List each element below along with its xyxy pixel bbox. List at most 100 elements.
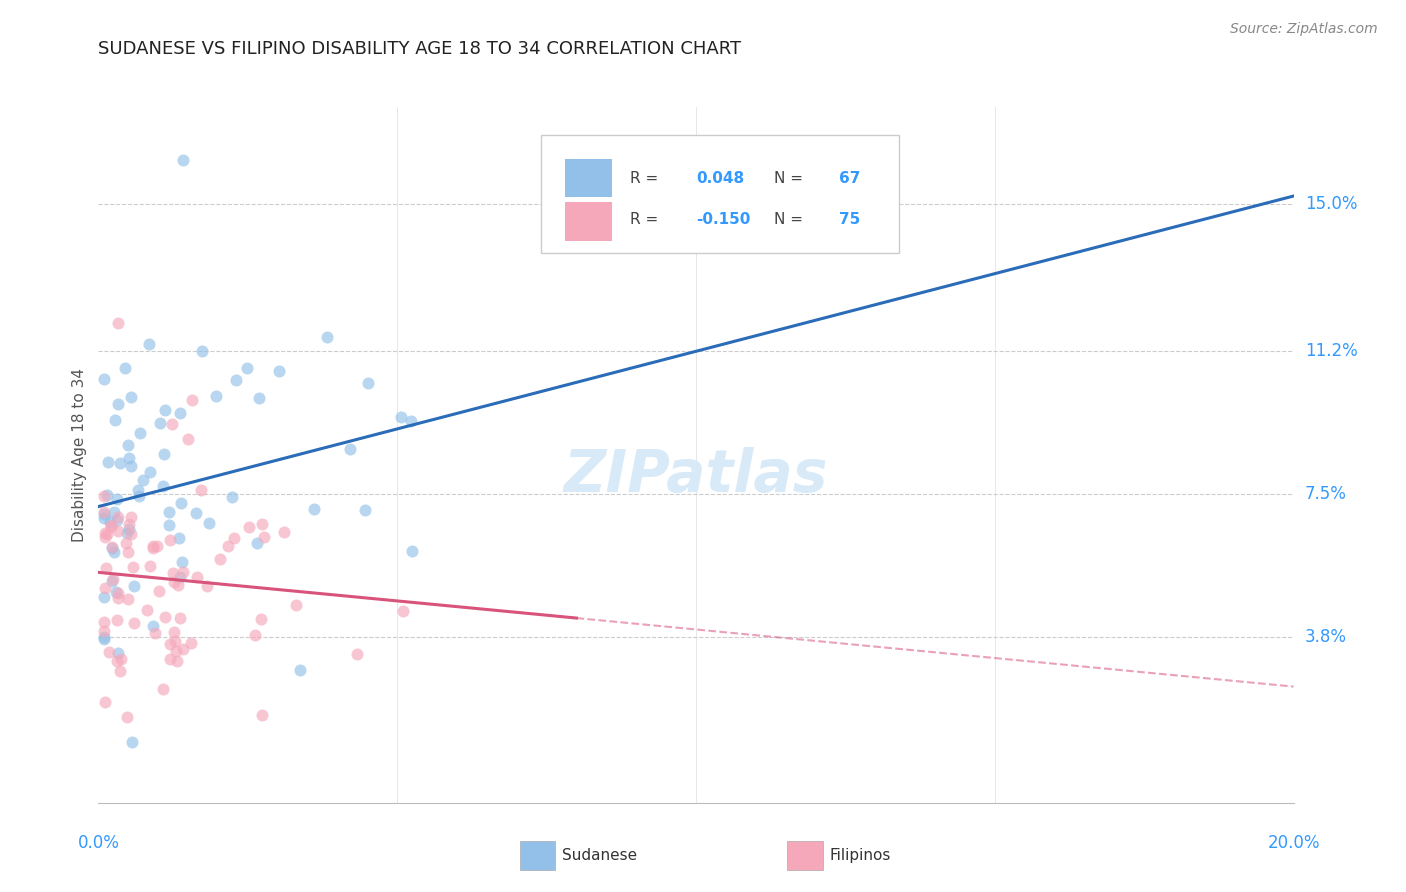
- Point: [186, 570, 208, 584]
- Point: [205, 389, 228, 403]
- Point: [169, 570, 191, 584]
- Point: [107, 591, 129, 605]
- Point: [131, 473, 153, 487]
- Point: [93, 506, 115, 520]
- Point: [250, 516, 273, 531]
- Point: [122, 579, 145, 593]
- Point: [195, 579, 218, 593]
- Point: [114, 361, 136, 376]
- Point: [117, 437, 139, 451]
- Point: [267, 363, 290, 377]
- Point: [159, 533, 181, 547]
- Point: [357, 376, 380, 390]
- Point: [157, 505, 180, 519]
- Point: [290, 663, 312, 677]
- Point: [401, 414, 423, 428]
- Point: [253, 530, 276, 544]
- Point: [93, 590, 115, 604]
- Point: [93, 372, 115, 386]
- Point: [94, 581, 117, 595]
- Point: [285, 599, 308, 613]
- Point: [190, 344, 212, 359]
- Point: [167, 578, 190, 592]
- Text: 15.0%: 15.0%: [1305, 194, 1357, 212]
- Point: [107, 317, 129, 331]
- Y-axis label: Disability Age 18 to 34: Disability Age 18 to 34: [72, 368, 87, 542]
- Point: [118, 517, 141, 532]
- Point: [122, 616, 145, 631]
- Point: [166, 654, 188, 668]
- Text: 20.0%: 20.0%: [1267, 834, 1320, 852]
- Point: [93, 511, 115, 525]
- Point: [94, 530, 117, 544]
- Point: [121, 735, 143, 749]
- Point: [159, 637, 181, 651]
- Point: [101, 541, 124, 555]
- Point: [94, 525, 117, 540]
- Point: [391, 604, 413, 618]
- Point: [141, 539, 163, 553]
- Point: [169, 406, 191, 420]
- Point: [105, 613, 128, 627]
- Point: [316, 329, 339, 343]
- Point: [153, 447, 176, 461]
- Point: [184, 506, 207, 520]
- Point: [93, 632, 115, 646]
- Point: [117, 591, 139, 606]
- Text: 0.048: 0.048: [696, 170, 744, 186]
- Point: [159, 652, 181, 666]
- Point: [142, 541, 165, 555]
- Point: [96, 526, 118, 541]
- Point: [209, 551, 232, 566]
- Text: 75: 75: [839, 212, 860, 227]
- Point: [180, 635, 202, 649]
- FancyBboxPatch shape: [540, 135, 900, 253]
- Point: [103, 505, 125, 519]
- Point: [108, 664, 131, 678]
- Point: [120, 458, 142, 473]
- Point: [339, 442, 361, 457]
- Point: [243, 628, 266, 642]
- Point: [238, 520, 260, 534]
- Point: [93, 507, 115, 521]
- Point: [153, 403, 176, 417]
- Point: [98, 516, 121, 530]
- Text: R =: R =: [630, 212, 664, 227]
- Point: [157, 518, 180, 533]
- Point: [152, 479, 174, 493]
- Text: R =: R =: [630, 170, 664, 186]
- Point: [148, 583, 170, 598]
- Text: N =: N =: [773, 170, 807, 186]
- Point: [165, 634, 187, 648]
- Point: [120, 526, 142, 541]
- Point: [163, 575, 186, 590]
- Point: [120, 510, 142, 524]
- Point: [103, 572, 125, 586]
- Point: [115, 710, 138, 724]
- Point: [180, 392, 202, 407]
- Point: [93, 615, 115, 629]
- Point: [101, 574, 124, 589]
- Point: [105, 585, 128, 599]
- Point: [235, 360, 257, 375]
- Point: [107, 586, 129, 600]
- Point: [172, 153, 194, 167]
- Point: [115, 525, 138, 540]
- Point: [128, 489, 150, 503]
- Point: [105, 513, 128, 527]
- Point: [221, 490, 243, 504]
- Point: [177, 432, 200, 446]
- Point: [169, 610, 191, 624]
- Point: [118, 450, 141, 465]
- Point: [302, 502, 325, 516]
- Point: [162, 624, 184, 639]
- Point: [162, 566, 184, 581]
- Text: 67: 67: [839, 170, 860, 186]
- Point: [127, 483, 149, 497]
- Text: 7.5%: 7.5%: [1305, 484, 1347, 502]
- Point: [122, 560, 145, 574]
- Point: [93, 695, 115, 709]
- Point: [145, 625, 167, 640]
- Text: ZIPatlas: ZIPatlas: [564, 447, 828, 504]
- Point: [107, 397, 129, 411]
